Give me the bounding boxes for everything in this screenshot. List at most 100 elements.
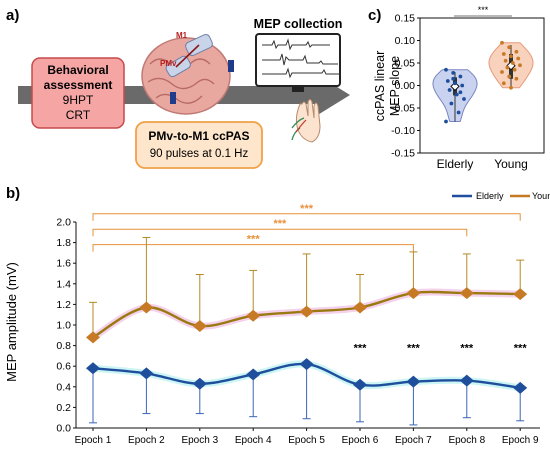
hand-illustration: [291, 99, 321, 143]
line-chart-legend: Elderly Young: [452, 191, 550, 201]
significance-bracket: [92, 228, 468, 237]
line-chart-y-tick-label: 0.8: [56, 340, 71, 352]
panel-label-a: a): [6, 7, 19, 24]
line-chart-x-tick-label: Epoch 4: [235, 435, 272, 446]
line-chart-x-tick-label: Epoch 5: [288, 435, 325, 446]
epoch-significance-label: ***: [460, 343, 474, 355]
violin-data-point: [449, 101, 454, 106]
line-chart-y-tick-label: 1.2: [56, 299, 71, 311]
line-chart-x-tick-label: Epoch 8: [448, 435, 485, 446]
line-chart-y-tick-label: 1.8: [56, 237, 71, 249]
violin-data-point: [444, 119, 448, 124]
violin-y-axis: 0.15 0.10 0.05 0.00 -0.05 -0.10 -0.15: [391, 13, 420, 160]
brain-illustration: M1 PMv: [141, 31, 234, 115]
behavioral-title-2: assessment: [44, 78, 113, 92]
line-chart-y-tick-label: 2.0: [56, 217, 71, 229]
violin-data-point: [456, 110, 461, 115]
line-chart-y-tick-label: 0.2: [56, 402, 71, 414]
behavioral-assessment-box: [31, 57, 125, 129]
violin-y-tick-label: 0.10: [395, 35, 416, 47]
violin-y-axis-label-line2: MEP slope: [388, 56, 402, 116]
elderly-data-marker: [246, 368, 261, 381]
legend-elderly-label: Elderly: [476, 191, 504, 201]
significance-bracket: [92, 213, 521, 221]
panel-label-c: c): [368, 7, 381, 24]
significance-brackets: *** *** ***: [92, 203, 521, 252]
violin-data-point: [454, 92, 459, 97]
line-chart-x-tick-label: Epoch 6: [342, 435, 379, 446]
significance-bracket: [92, 244, 414, 252]
behavioral-title-1: Behavioral: [47, 63, 108, 77]
violin-y-tick-label: -0.15: [391, 148, 415, 160]
violin-data-point: [444, 67, 448, 72]
line-chart-y-tick-label: 0.6: [56, 361, 71, 373]
violin-data-point: [507, 74, 512, 79]
pmv-label: PMv: [160, 59, 177, 68]
m1-label: M1: [176, 31, 188, 40]
violin-data-point: [514, 76, 519, 81]
violin-y-tick-label: -0.10: [391, 125, 415, 137]
ccpas-protocol-box: [135, 121, 263, 169]
significance-bracket-label: ***: [273, 218, 287, 230]
violin-data-point: [500, 70, 504, 74]
elderly-data-marker: [299, 358, 314, 371]
violin-x-label-young: Young: [494, 157, 528, 171]
young-data-marker: [459, 287, 474, 300]
young-data-marker: [513, 288, 528, 301]
violin-data-point: [501, 81, 506, 86]
violin-data-point: [460, 83, 465, 88]
violin-median-marker: [450, 81, 460, 92]
line-chart-y-tick-label: 0.4: [56, 381, 71, 393]
line-chart-x-tick-label: Epoch 9: [502, 435, 539, 446]
violin-data-point: [458, 90, 463, 95]
violin-data-point: [512, 67, 517, 72]
violin-data-point: [458, 74, 463, 79]
line-chart-y-tick-label: 1.6: [56, 258, 71, 270]
line-chart-x-tick-label: Epoch 1: [75, 435, 112, 446]
line-chart-y-tick-label: 1.4: [56, 278, 71, 290]
significance-bracket-label: ***: [300, 203, 314, 215]
behavioral-9hpt: 9HPT: [63, 93, 94, 107]
violin-significance-label: ***: [478, 5, 489, 15]
legend-young-label: Young: [532, 191, 550, 201]
epoch-significance-label: ***: [514, 343, 528, 355]
significance-bracket-label: ***: [247, 234, 261, 246]
violin-data-point: [501, 52, 506, 56]
ccpas-title: PMv-to-M1 ccPAS: [148, 129, 249, 143]
violin-y-tick-label: 0.15: [395, 13, 416, 25]
panel-label-b: b): [6, 185, 20, 202]
violin-data-point: [509, 54, 513, 59]
young-data-marker: [192, 320, 207, 333]
violin-data-point: [500, 40, 504, 45]
line-chart-y-axis-label: MEP amplitude (mV): [4, 262, 19, 382]
violin-data-point: [445, 79, 450, 83]
elderly-data-marker: [139, 367, 154, 380]
young-data-marker: [139, 301, 154, 314]
elderly-data-marker: [192, 377, 207, 390]
violin-data-point: [451, 71, 456, 75]
epoch-significance-label: ***: [354, 343, 368, 355]
elderly-data-marker: [406, 375, 421, 388]
elderly-data-marker: [513, 381, 528, 394]
violin-data-point: [516, 56, 521, 61]
elderly-data-marker: [353, 378, 367, 391]
young-data-marker: [86, 331, 100, 344]
behavioral-crt: CRT: [66, 108, 91, 122]
violin-bodies: [432, 40, 534, 124]
elderly-data-marker: [459, 374, 474, 387]
young-data-marker: [246, 309, 261, 322]
violin-significance-bracket: ***: [454, 5, 512, 17]
young-data-marker: [299, 305, 314, 318]
violin-y-tick-label: -0.05: [391, 103, 415, 115]
elderly-data-marker: [86, 362, 100, 375]
violin-data-point: [447, 88, 452, 92]
violin-y-tick-label: 0.00: [395, 80, 416, 92]
violin-data-point: [518, 63, 522, 68]
violin-x-label-elderly: Elderly: [437, 157, 474, 171]
violin-data-point: [451, 76, 456, 81]
violin-data-point: [507, 45, 512, 50]
violin-data-point: [505, 65, 510, 70]
young-data-marker: [353, 301, 367, 314]
ccpas-subtitle: 90 pulses at 0.1 Hz: [150, 148, 249, 160]
